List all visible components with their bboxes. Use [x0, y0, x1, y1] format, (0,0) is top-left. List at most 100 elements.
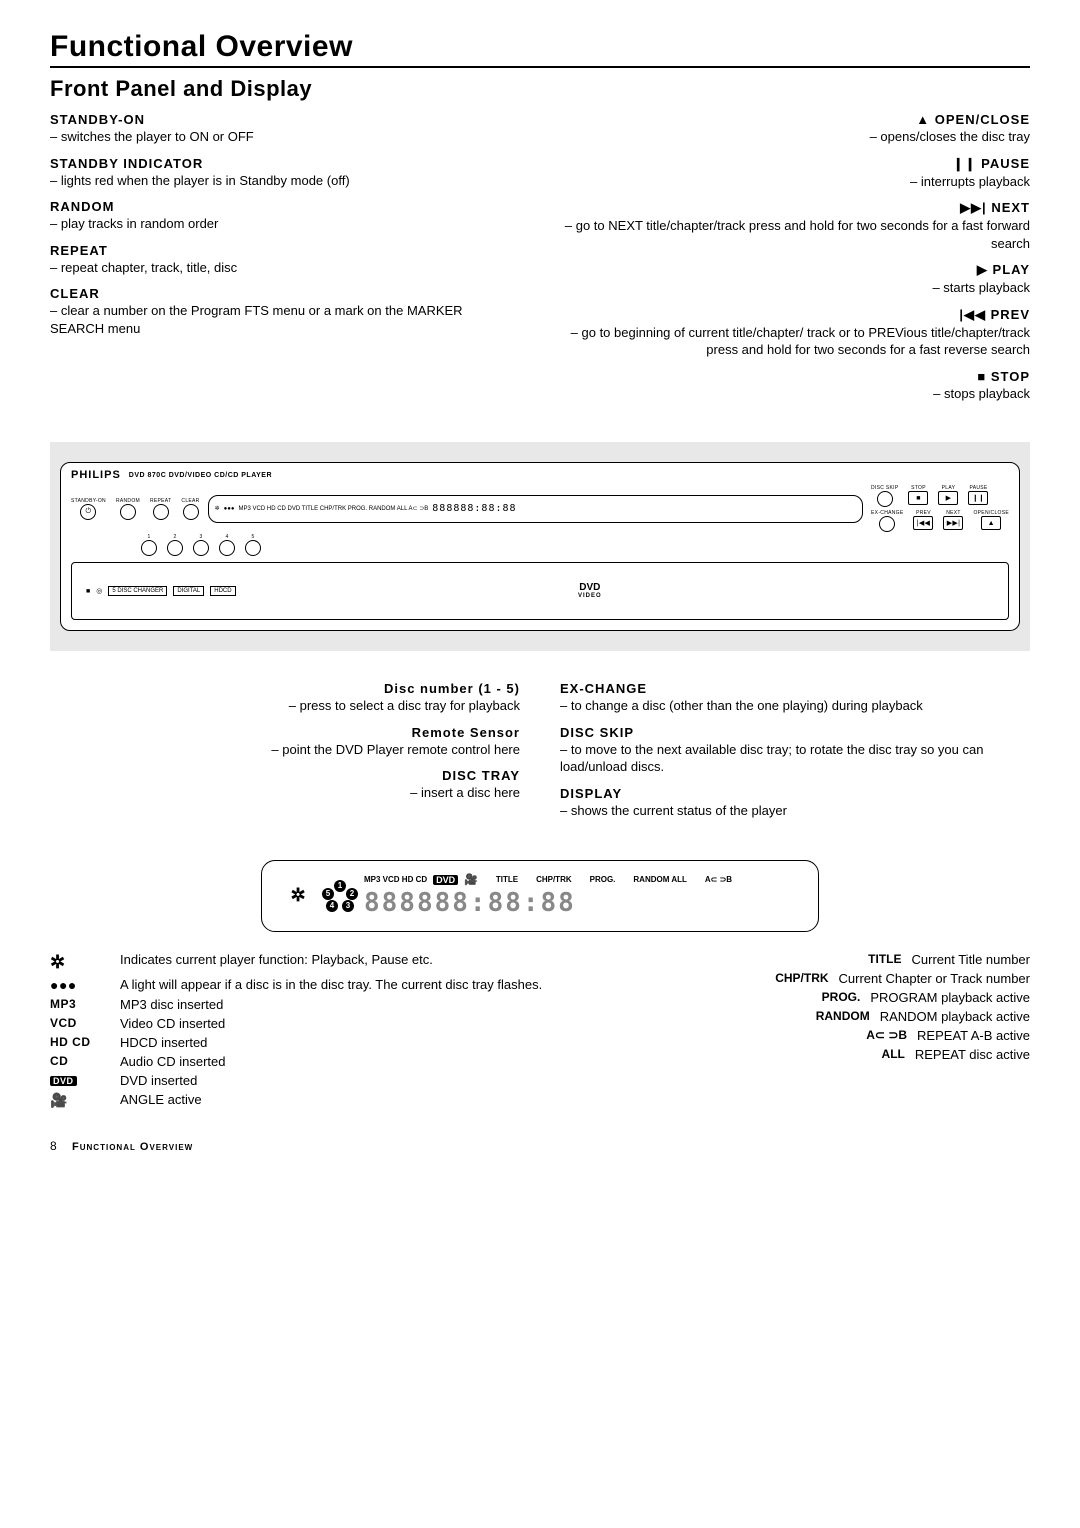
legend-left-column: ✲ Indicates current player function: Pla…	[50, 952, 568, 1113]
legend-label: ✲	[50, 952, 108, 973]
panel-button[interactable]: CLEAR	[181, 498, 199, 520]
callout-desc: – to change a disc (other than the one p…	[560, 697, 1030, 715]
legend-desc: Current Chapter or Track number	[839, 971, 1030, 986]
callout-desc: – switches the player to ON or OFF	[50, 128, 520, 146]
legend-row: A⊂ ⊃B REPEAT A-B active	[598, 1028, 1030, 1043]
callout-title: Remote Sensor	[50, 725, 520, 740]
legend-row: HD CD HDCD inserted	[50, 1035, 568, 1050]
panel-button[interactable]: EX-CHANGE	[871, 510, 903, 532]
page-number: 8	[50, 1139, 57, 1153]
top-callouts: STANDBY-ON – switches the player to ON o…	[50, 112, 1030, 412]
callout-item: ■ STOP – stops playback	[560, 369, 1030, 403]
disc-dots-icon: ●●●	[224, 506, 235, 512]
legend-label: DVD	[50, 1073, 108, 1087]
panel-right-top-buttons: DISC SKIP STOP■ PLAY▶ PAUSE❙❙	[871, 485, 1009, 507]
callout-title: DISC SKIP	[560, 725, 1030, 740]
callout-desc: – go to NEXT title/chapter/track press a…	[560, 217, 1030, 252]
callout-desc: – repeat chapter, track, title, disc	[50, 259, 520, 277]
legend-desc: PROGRAM playback active	[870, 990, 1030, 1005]
bottom-callouts: Disc number (1 - 5) – press to select a …	[50, 681, 1030, 829]
callout-title: ▶▶| NEXT	[560, 200, 1030, 216]
disc-dot: 1	[334, 880, 346, 892]
front-panel-illustration: PHILIPS DVD 870C DVD/VIDEO CD/CD PLAYER …	[50, 442, 1030, 651]
disc-number-buttons: 12345	[141, 534, 1009, 556]
panel-display-window: ✲ ●●● MP3 VCD HD CD DVD TITLE CHP/TRK PR…	[208, 495, 863, 523]
callout-desc: – opens/closes the disc tray	[560, 128, 1030, 146]
button-shape	[120, 504, 136, 520]
panel-button[interactable]: PAUSE❙❙	[968, 485, 988, 505]
legend-desc: Audio CD inserted	[120, 1054, 568, 1069]
callout-item: STANDBY INDICATOR – lights red when the …	[50, 156, 520, 190]
display-zoom-illustration: ✲ 12345 MP3 VCD HD CD DVD 🎥 TITLECHP/TRK…	[261, 860, 819, 932]
legend-row: DVD DVD inserted	[50, 1073, 568, 1088]
disc-number-button[interactable]: 5	[245, 534, 261, 556]
legend-label: ●●●	[50, 977, 108, 993]
callout-title: STANDBY INDICATOR	[50, 156, 520, 171]
button-shape: ❙❙	[968, 491, 988, 505]
legend-label: HD CD	[50, 1035, 108, 1049]
legend-desc: Indicates current player function: Playb…	[120, 952, 568, 967]
zoom-disc-type-labels: MP3 VCD HD CD	[364, 875, 427, 884]
zoom-label: A⊂ ⊃B	[705, 875, 732, 884]
callout-title: EX-CHANGE	[560, 681, 1030, 696]
panel-button[interactable]: STANDBY-ON⏻	[71, 498, 106, 520]
legend-desc: A light will appear if a disc is in the …	[120, 977, 568, 992]
brand-logo: PHILIPS	[71, 469, 121, 481]
panel-button[interactable]: NEXT▶▶|	[943, 510, 963, 530]
disc-dot: 2	[346, 888, 358, 900]
button-label: STANDBY-ON	[71, 498, 106, 504]
tray-logo: ■	[86, 588, 90, 595]
callout-item: ❙❙ PAUSE – interrupts playback	[560, 156, 1030, 191]
page-subtitle: Front Panel and Display	[50, 76, 1030, 102]
callout-desc: – shows the current status of the player	[560, 802, 1030, 820]
legend-label: VCD	[50, 1016, 108, 1030]
callout-desc: – lights red when the player is in Stand…	[50, 172, 520, 190]
callout-title: STANDBY-ON	[50, 112, 520, 127]
callout-desc: – play tracks in random order	[50, 215, 520, 233]
callout-desc: – press to select a disc tray for playba…	[50, 697, 520, 715]
panel-button[interactable]: DISC SKIP	[871, 485, 898, 507]
callout-title: DISPLAY	[560, 786, 1030, 801]
callout-item: ▶▶| NEXT – go to NEXT title/chapter/trac…	[560, 200, 1030, 252]
legend-label: CD	[50, 1054, 108, 1068]
tray-logo: ◎	[96, 587, 102, 595]
legend-row: RANDOM RANDOM playback active	[598, 1009, 1030, 1024]
panel-button[interactable]: OPEN/CLOSE▲	[973, 510, 1009, 530]
callout-title: RANDOM	[50, 199, 520, 214]
disc-number-button[interactable]: 3	[193, 534, 209, 556]
legend-desc: ANGLE active	[120, 1092, 568, 1107]
tray-logos-left: ■◎5 DISC CHANGERDIGITALHDCD	[86, 586, 236, 596]
disc-number-button[interactable]: 1	[141, 534, 157, 556]
seven-segment-large: 888888:88:88	[364, 888, 800, 918]
panel-button[interactable]: RANDOM	[116, 498, 140, 520]
tray-logo: 5 DISC CHANGER	[108, 586, 167, 596]
button-shape	[153, 504, 169, 520]
panel-button[interactable]: PREV|◀◀	[913, 510, 933, 530]
disc-dots-indicator: 12345	[324, 880, 356, 912]
legend-label: CHP/TRK	[775, 971, 828, 986]
panel-right-bottom-buttons: EX-CHANGE PREV|◀◀ NEXT▶▶| OPEN/CLOSE▲	[871, 510, 1009, 532]
callout-title: CLEAR	[50, 286, 520, 301]
callout-item: RANDOM – play tracks in random order	[50, 199, 520, 233]
disc-number-button[interactable]: 2	[167, 534, 183, 556]
footer-section-title: Functional Overview	[72, 1141, 193, 1153]
disc-number-button[interactable]: 4	[219, 534, 235, 556]
callout-item: REPEAT – repeat chapter, track, title, d…	[50, 243, 520, 277]
callout-desc: – stops playback	[560, 385, 1030, 403]
button-shape: ▶	[938, 491, 958, 505]
button-shape	[183, 504, 199, 520]
panel-button[interactable]: PLAY▶	[938, 485, 958, 505]
callout-item: STANDBY-ON – switches the player to ON o…	[50, 112, 520, 146]
panel-button[interactable]: STOP■	[908, 485, 928, 505]
page-footer: 8 Functional Overview	[50, 1139, 1030, 1153]
rotate-indicator-icon: ✲	[280, 878, 316, 914]
callout-desc: – insert a disc here	[50, 784, 520, 802]
model-text: DVD 870C DVD/VIDEO CD/CD PLAYER	[129, 472, 272, 479]
disc-dot: 5	[322, 888, 334, 900]
panel-button[interactable]: REPEAT	[150, 498, 171, 520]
zoom-column-labels: TITLECHP/TRKPROG.RANDOM ALLA⊂ ⊃B	[496, 875, 732, 884]
legend-desc: REPEAT disc active	[915, 1047, 1030, 1062]
legend-desc: HDCD inserted	[120, 1035, 568, 1050]
display-labels: MP3 VCD HD CD DVD TITLE CHP/TRK PROG. RA…	[239, 505, 429, 512]
callout-title: DISC TRAY	[50, 768, 520, 783]
